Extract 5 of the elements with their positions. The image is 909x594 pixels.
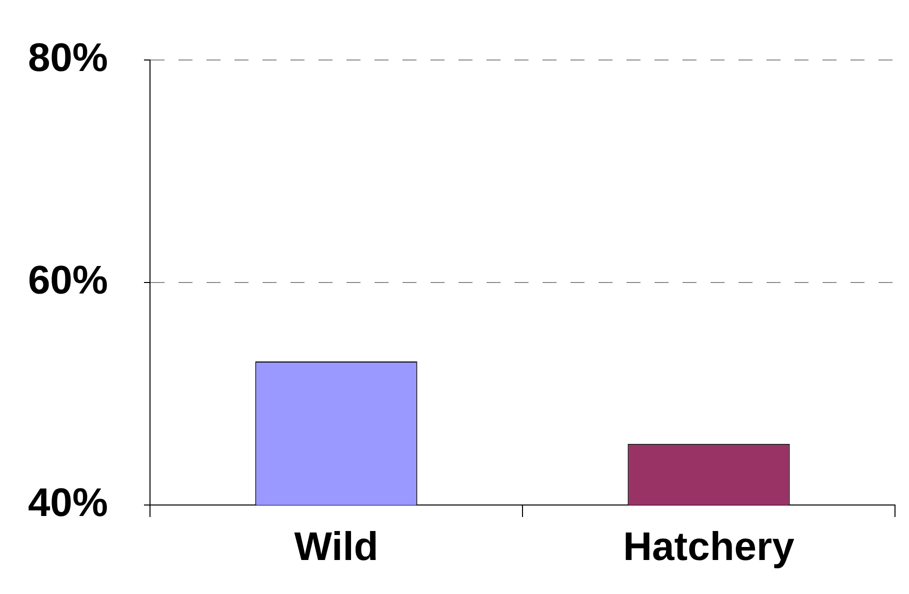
y-tick-label: 80%	[28, 36, 108, 80]
x-tick-label: Wild	[294, 525, 378, 570]
y-tick-label: 40%	[28, 481, 108, 526]
x-tick-label: Hatchery	[623, 525, 796, 570]
y-tick-label: 60%	[28, 258, 108, 303]
